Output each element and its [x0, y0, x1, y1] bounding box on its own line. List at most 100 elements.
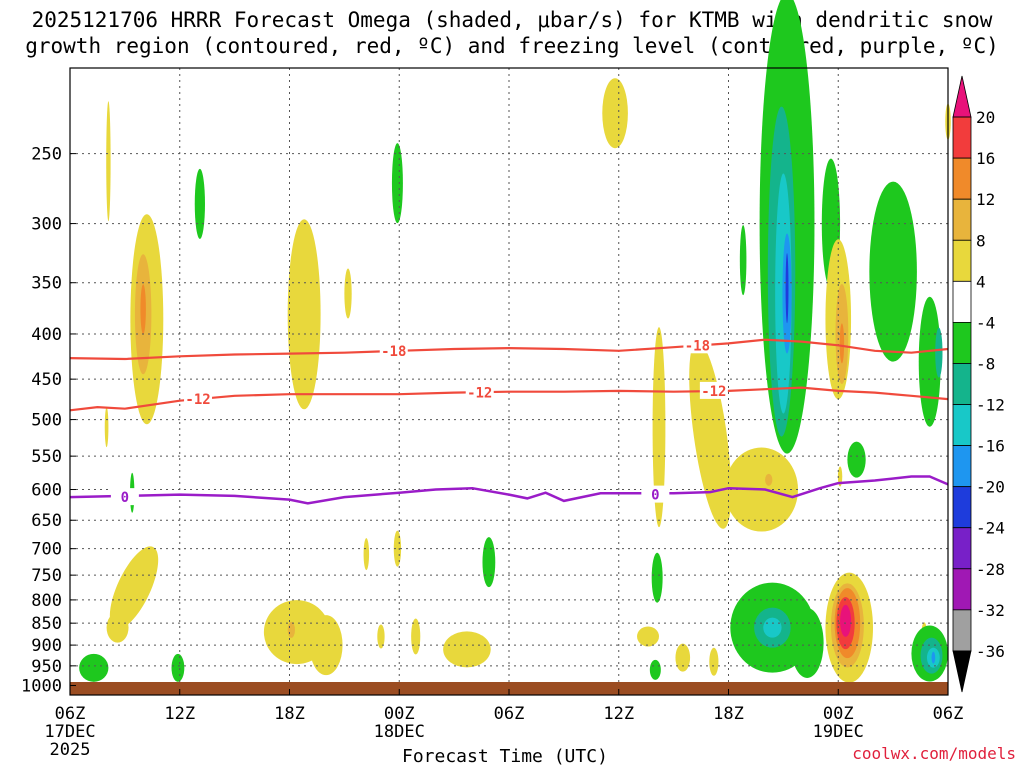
- contour-label-bg: [379, 341, 408, 359]
- colorbar: [952, 75, 972, 693]
- y-tick-label: 600: [31, 481, 62, 501]
- omega-cell: [675, 643, 691, 672]
- y-tick-label: 700: [31, 540, 62, 560]
- omega-cell: [104, 407, 109, 448]
- colorbar-label: -8: [976, 354, 995, 373]
- omega-cell: [140, 284, 146, 335]
- colorbar-label: -12: [976, 396, 1005, 415]
- contour-label: -12: [185, 392, 210, 408]
- colorbar-label: 20: [976, 108, 995, 127]
- omega-cell: [837, 466, 843, 487]
- omega-cell: [411, 618, 421, 655]
- chart-title-line1: 2025121706 HRRR Forecast Omega (shaded, …: [31, 8, 993, 32]
- contour-label-bg: [110, 488, 139, 506]
- colorbar-swatch: [952, 445, 972, 488]
- colorbar-swatch: [952, 116, 972, 159]
- x-tick-label: 00Z: [823, 704, 854, 724]
- colorbar-label: -32: [976, 601, 1005, 620]
- colorbar-swatch: [952, 75, 972, 118]
- y-tick-label: 750: [31, 566, 62, 586]
- y-tick-label: 1000: [21, 677, 62, 697]
- colorbar-swatch: [952, 363, 972, 405]
- colorbar-label: -16: [976, 437, 1005, 456]
- omega-shading: [79, 0, 951, 683]
- omega-cell: [918, 296, 941, 427]
- colorbar-label: 12: [976, 190, 995, 209]
- omega-cell: [393, 530, 402, 567]
- colorbar-swatch: [952, 486, 972, 529]
- omega-cell: [344, 268, 352, 319]
- omega-cell: [482, 537, 496, 588]
- x-tick-date: 19DEC: [813, 722, 864, 742]
- omega-cell: [79, 653, 109, 682]
- omega-cell: [689, 340, 732, 529]
- omega-cell: [765, 473, 773, 486]
- omega-cell: [847, 441, 866, 478]
- colorbar-label: -28: [976, 560, 1005, 579]
- omega-cell: [709, 647, 719, 676]
- colorbar-swatch: [952, 527, 972, 570]
- contour-label: 0: [121, 490, 129, 506]
- omega-cell: [840, 604, 852, 637]
- omega-cell: [109, 546, 159, 630]
- contour-label-bg: [641, 485, 670, 503]
- x-tick-date: 18DEC: [374, 722, 425, 742]
- freezing-level-line: [69, 475, 949, 505]
- y-tick-label: 350: [31, 274, 62, 294]
- x-tick-year: 2025: [50, 740, 91, 760]
- chart-title-line2: growth region (contoured, red, ºC) and f…: [25, 34, 999, 58]
- colorbar-swatch: [952, 239, 972, 282]
- y-tick-label: 850: [31, 614, 62, 634]
- omega-cell: [651, 552, 663, 603]
- omega-cell: [602, 78, 628, 149]
- y-tick-label: 300: [31, 215, 62, 235]
- y-tick-label: 450: [31, 370, 62, 390]
- contour-label: 0: [651, 488, 659, 504]
- colorbar-swatch: [952, 568, 972, 611]
- omega-cell: [194, 168, 205, 239]
- x-tick-label: 18Z: [713, 704, 744, 724]
- y-tick-label: 250: [31, 145, 62, 165]
- x-tick-label: 06Z: [933, 704, 964, 724]
- contour-label: -12: [467, 386, 492, 402]
- omega-cell: [652, 327, 666, 528]
- omega-cell: [309, 615, 343, 676]
- colorbar-swatch: [952, 404, 972, 446]
- colorbar-label: -20: [976, 478, 1005, 497]
- colorbar-swatch: [952, 609, 972, 652]
- contour-label: -12: [701, 384, 726, 400]
- omega-cell: [869, 181, 917, 362]
- omega-cell: [106, 101, 111, 222]
- omega-cell: [935, 327, 943, 378]
- omega-cell: [287, 621, 295, 638]
- x-tick-label: 12Z: [603, 704, 634, 724]
- colorbar-swatch: [952, 157, 972, 200]
- x-tick-label: 18Z: [274, 704, 305, 724]
- omega-cell: [839, 323, 845, 364]
- contour-label: -18: [685, 338, 710, 354]
- omega-cell: [649, 659, 661, 680]
- contour-label-bg: [465, 383, 494, 401]
- source-credit[interactable]: coolwx.com/models: [852, 744, 1016, 763]
- colorbar-label: 16: [976, 149, 995, 168]
- omega-cell: [785, 253, 789, 324]
- omega-cell: [739, 225, 747, 296]
- colorbar-swatch: [952, 650, 972, 693]
- y-tick-label: 800: [31, 591, 62, 611]
- omega-cell: [287, 219, 321, 410]
- y-tick-label: 900: [31, 636, 62, 656]
- dgz-isotherm-line: [69, 338, 949, 361]
- colorbar-swatch: [952, 198, 972, 241]
- y-tick-label: 500: [31, 411, 62, 431]
- x-tick-label: 06Z: [55, 704, 86, 724]
- omega-cell: [377, 624, 385, 649]
- omega-cell: [790, 607, 824, 678]
- x-tick-date: 17DEC: [44, 722, 95, 742]
- colorbar-label: 8: [976, 231, 986, 250]
- colorbar-label: 4: [976, 272, 986, 291]
- colorbar-swatch: [952, 321, 972, 364]
- colorbar-label: -24: [976, 519, 1005, 538]
- omega-cell: [443, 631, 491, 668]
- colorbar-swatch: [952, 280, 972, 323]
- y-tick-label: 650: [31, 511, 62, 531]
